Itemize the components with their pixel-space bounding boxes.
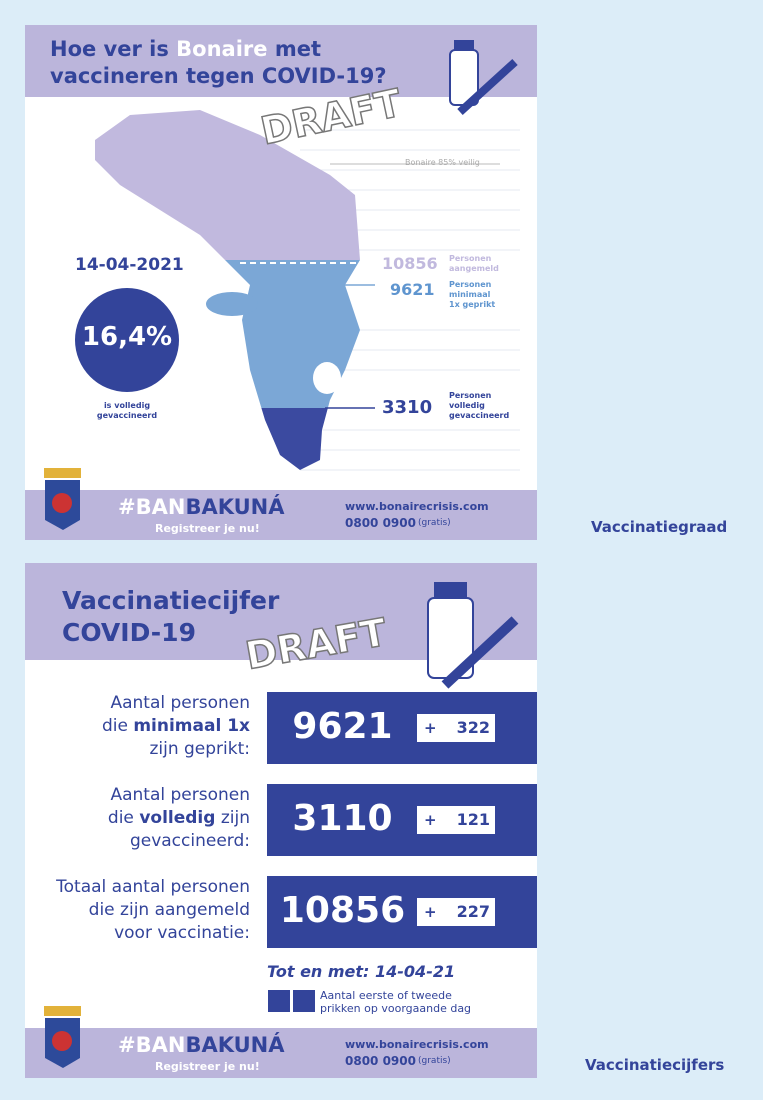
title-line: Vaccinatiecijfer: [62, 586, 280, 615]
marker-value: 10856: [382, 254, 438, 273]
coat-of-arms: [44, 1006, 81, 1068]
side-label: Vaccinatiegraad: [591, 518, 728, 536]
phone-note: (gratis): [418, 1056, 451, 1066]
label-part: die: [107, 808, 140, 828]
delta-value: 121: [456, 810, 490, 829]
hashtag: #BANBAKUNÁ: [118, 1033, 284, 1057]
label-line: minimaal: [449, 290, 491, 299]
legend-line: Aantal eerste of tweede: [320, 989, 452, 1002]
delta-plus: +: [424, 811, 437, 829]
title-part: met: [274, 37, 322, 61]
delta-plus: +: [424, 903, 437, 921]
label-line: gevaccineerd: [449, 411, 510, 420]
hashtag-part: BAKUNÁ: [185, 1033, 285, 1057]
row-label: Aantal personen die volledig zijn gevaccin…: [30, 784, 250, 853]
label-line: Personen: [449, 280, 492, 289]
hashtag-part: #BAN: [118, 495, 186, 519]
label-part: Aantal personen: [110, 785, 250, 805]
delta-value: 227: [456, 902, 490, 921]
hashtag-part: #BAN: [118, 1033, 186, 1057]
row-label: Aantal personen die minimaal 1x zijn gepri…: [30, 692, 250, 761]
panel1-footer: [25, 490, 537, 540]
cta: Registreer je nu!: [155, 522, 260, 535]
label-part: gevaccineerd:: [129, 831, 250, 851]
title-highlight: Bonaire: [176, 37, 268, 61]
percentage: 16,4%: [81, 322, 173, 352]
label-line: Personen: [449, 391, 492, 400]
marker-label: Personen minimaal 1x geprikt: [449, 280, 495, 310]
delta-plus: +: [424, 719, 437, 737]
label-part: zijn: [215, 808, 250, 828]
row-value: 10856: [279, 890, 406, 931]
goal-label: Bonaire 85% veilig: [405, 158, 480, 167]
side-label: Vaccinatiecijfers: [585, 1056, 725, 1074]
marker-label: Personen volledig gevaccineerd: [449, 391, 509, 421]
legend-line: prikken op voorgaande dag: [320, 1002, 472, 1015]
row-value: 3110: [292, 798, 393, 839]
label-part: Aantal personen: [110, 693, 250, 713]
lake: [313, 362, 341, 394]
title-line: COVID-19: [62, 618, 196, 647]
until-date: Tot en met: 14-04-21: [267, 962, 456, 981]
panel2-title: Vaccinatiecijfer COVID-19: [62, 585, 279, 649]
legend-icons: [268, 990, 315, 1012]
title-part: vaccineren tegen COVID-19?: [50, 64, 387, 88]
label-part: zijn geprikt:: [149, 739, 250, 759]
caption-line: gevaccineerd: [96, 411, 158, 420]
label-line: 1x geprikt: [449, 300, 496, 309]
marker-label: Personen aangemeld: [449, 254, 499, 274]
caption: is volledig gevaccineerd: [75, 401, 179, 421]
row-label: Totaal aantal personen die zijn aangemeld…: [30, 876, 250, 945]
delta-value: 322: [456, 718, 490, 737]
caption-line: is volledig: [103, 401, 151, 410]
delta-box: [417, 806, 495, 834]
marker-value: 9621: [390, 280, 435, 299]
label-part: Totaal aantal personen: [56, 877, 250, 897]
title-part: Hoe ver is: [50, 37, 169, 61]
label-part: minimaal 1x: [133, 716, 250, 736]
label-part: voor vaccinatie:: [114, 923, 250, 943]
date: 14-04-2021: [75, 255, 184, 275]
legend-text: Aantal eerste of tweede prikken op voorga…: [320, 989, 471, 1015]
row-value: 9621: [292, 706, 393, 747]
hashtag: #BANBAKUNÁ: [118, 495, 284, 519]
phone: 0800 0900: [345, 1054, 416, 1068]
label-part: die zijn aangemeld: [88, 900, 250, 920]
website: www.bonairecrisis.com: [345, 1038, 489, 1051]
label-line: volledig: [449, 401, 485, 410]
label-line: Personen: [449, 254, 492, 263]
hashtag-part: BAKUNÁ: [185, 495, 285, 519]
vaccine-icon: [449, 40, 518, 115]
label-part: die: [101, 716, 134, 736]
panel2-footer: [25, 1028, 537, 1078]
label-part: volledig: [139, 808, 216, 828]
vaccine-icon: [427, 582, 519, 689]
phone-note: (gratis): [418, 518, 451, 528]
label-line: aangemeld: [449, 264, 499, 273]
percent-circle: [75, 288, 179, 392]
delta-box: [417, 714, 495, 742]
website: www.bonairecrisis.com: [345, 500, 489, 513]
marker-value: 3310: [382, 397, 433, 418]
coat-of-arms: [44, 468, 81, 530]
cta: Registreer je nu!: [155, 1060, 260, 1073]
delta-box: [417, 898, 495, 926]
phone: 0800 0900: [345, 516, 416, 530]
title: Hoe ver is Bonaire met vaccineren tegen C…: [50, 36, 387, 90]
klein-bonaire: [206, 292, 258, 316]
